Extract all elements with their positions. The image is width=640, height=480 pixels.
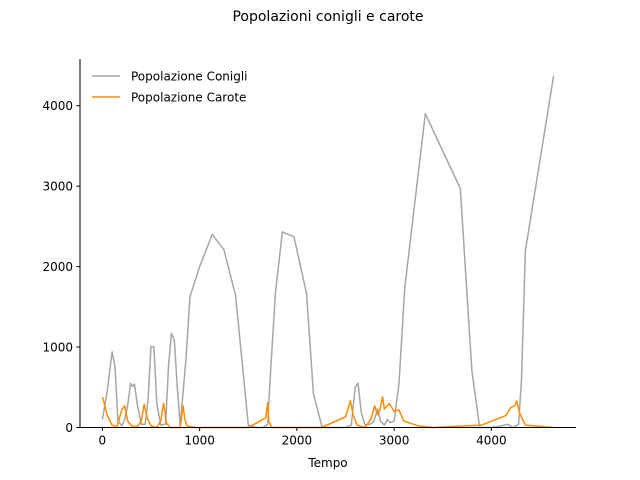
y-tick-label-0: 0 [65, 421, 73, 435]
legend: Popolazione Conigli Popolazione Carote [92, 70, 248, 105]
chart-title: Popolazioni conigli e carote [232, 9, 423, 25]
y-tick-label-2: 2000 [42, 260, 73, 274]
series-line-1 [101, 396, 554, 429]
x-axis-label: Tempo [307, 456, 347, 470]
y-tick-label-1: 1000 [42, 341, 73, 355]
x-tick-label-3: 3000 [379, 434, 410, 448]
legend-label-0: Popolazione Conigli [131, 70, 248, 84]
x-tick-label-0: 0 [99, 434, 107, 448]
series-line-0 [101, 75, 555, 429]
y-tick-label-4: 4000 [42, 99, 73, 113]
legend-label-1: Popolazione Carote [131, 91, 246, 105]
series-layer [101, 75, 555, 429]
x-tick-label-4: 4000 [476, 434, 507, 448]
x-tick-label-1: 1000 [184, 434, 215, 448]
y-tick-label-3: 3000 [42, 180, 73, 194]
x-tick-label-2: 2000 [282, 434, 313, 448]
axes-layer [79, 59, 576, 428]
ticks-layer: 0 1000 2000 3000 4000 0 1000 2000 3000 4000 [42, 99, 506, 447]
